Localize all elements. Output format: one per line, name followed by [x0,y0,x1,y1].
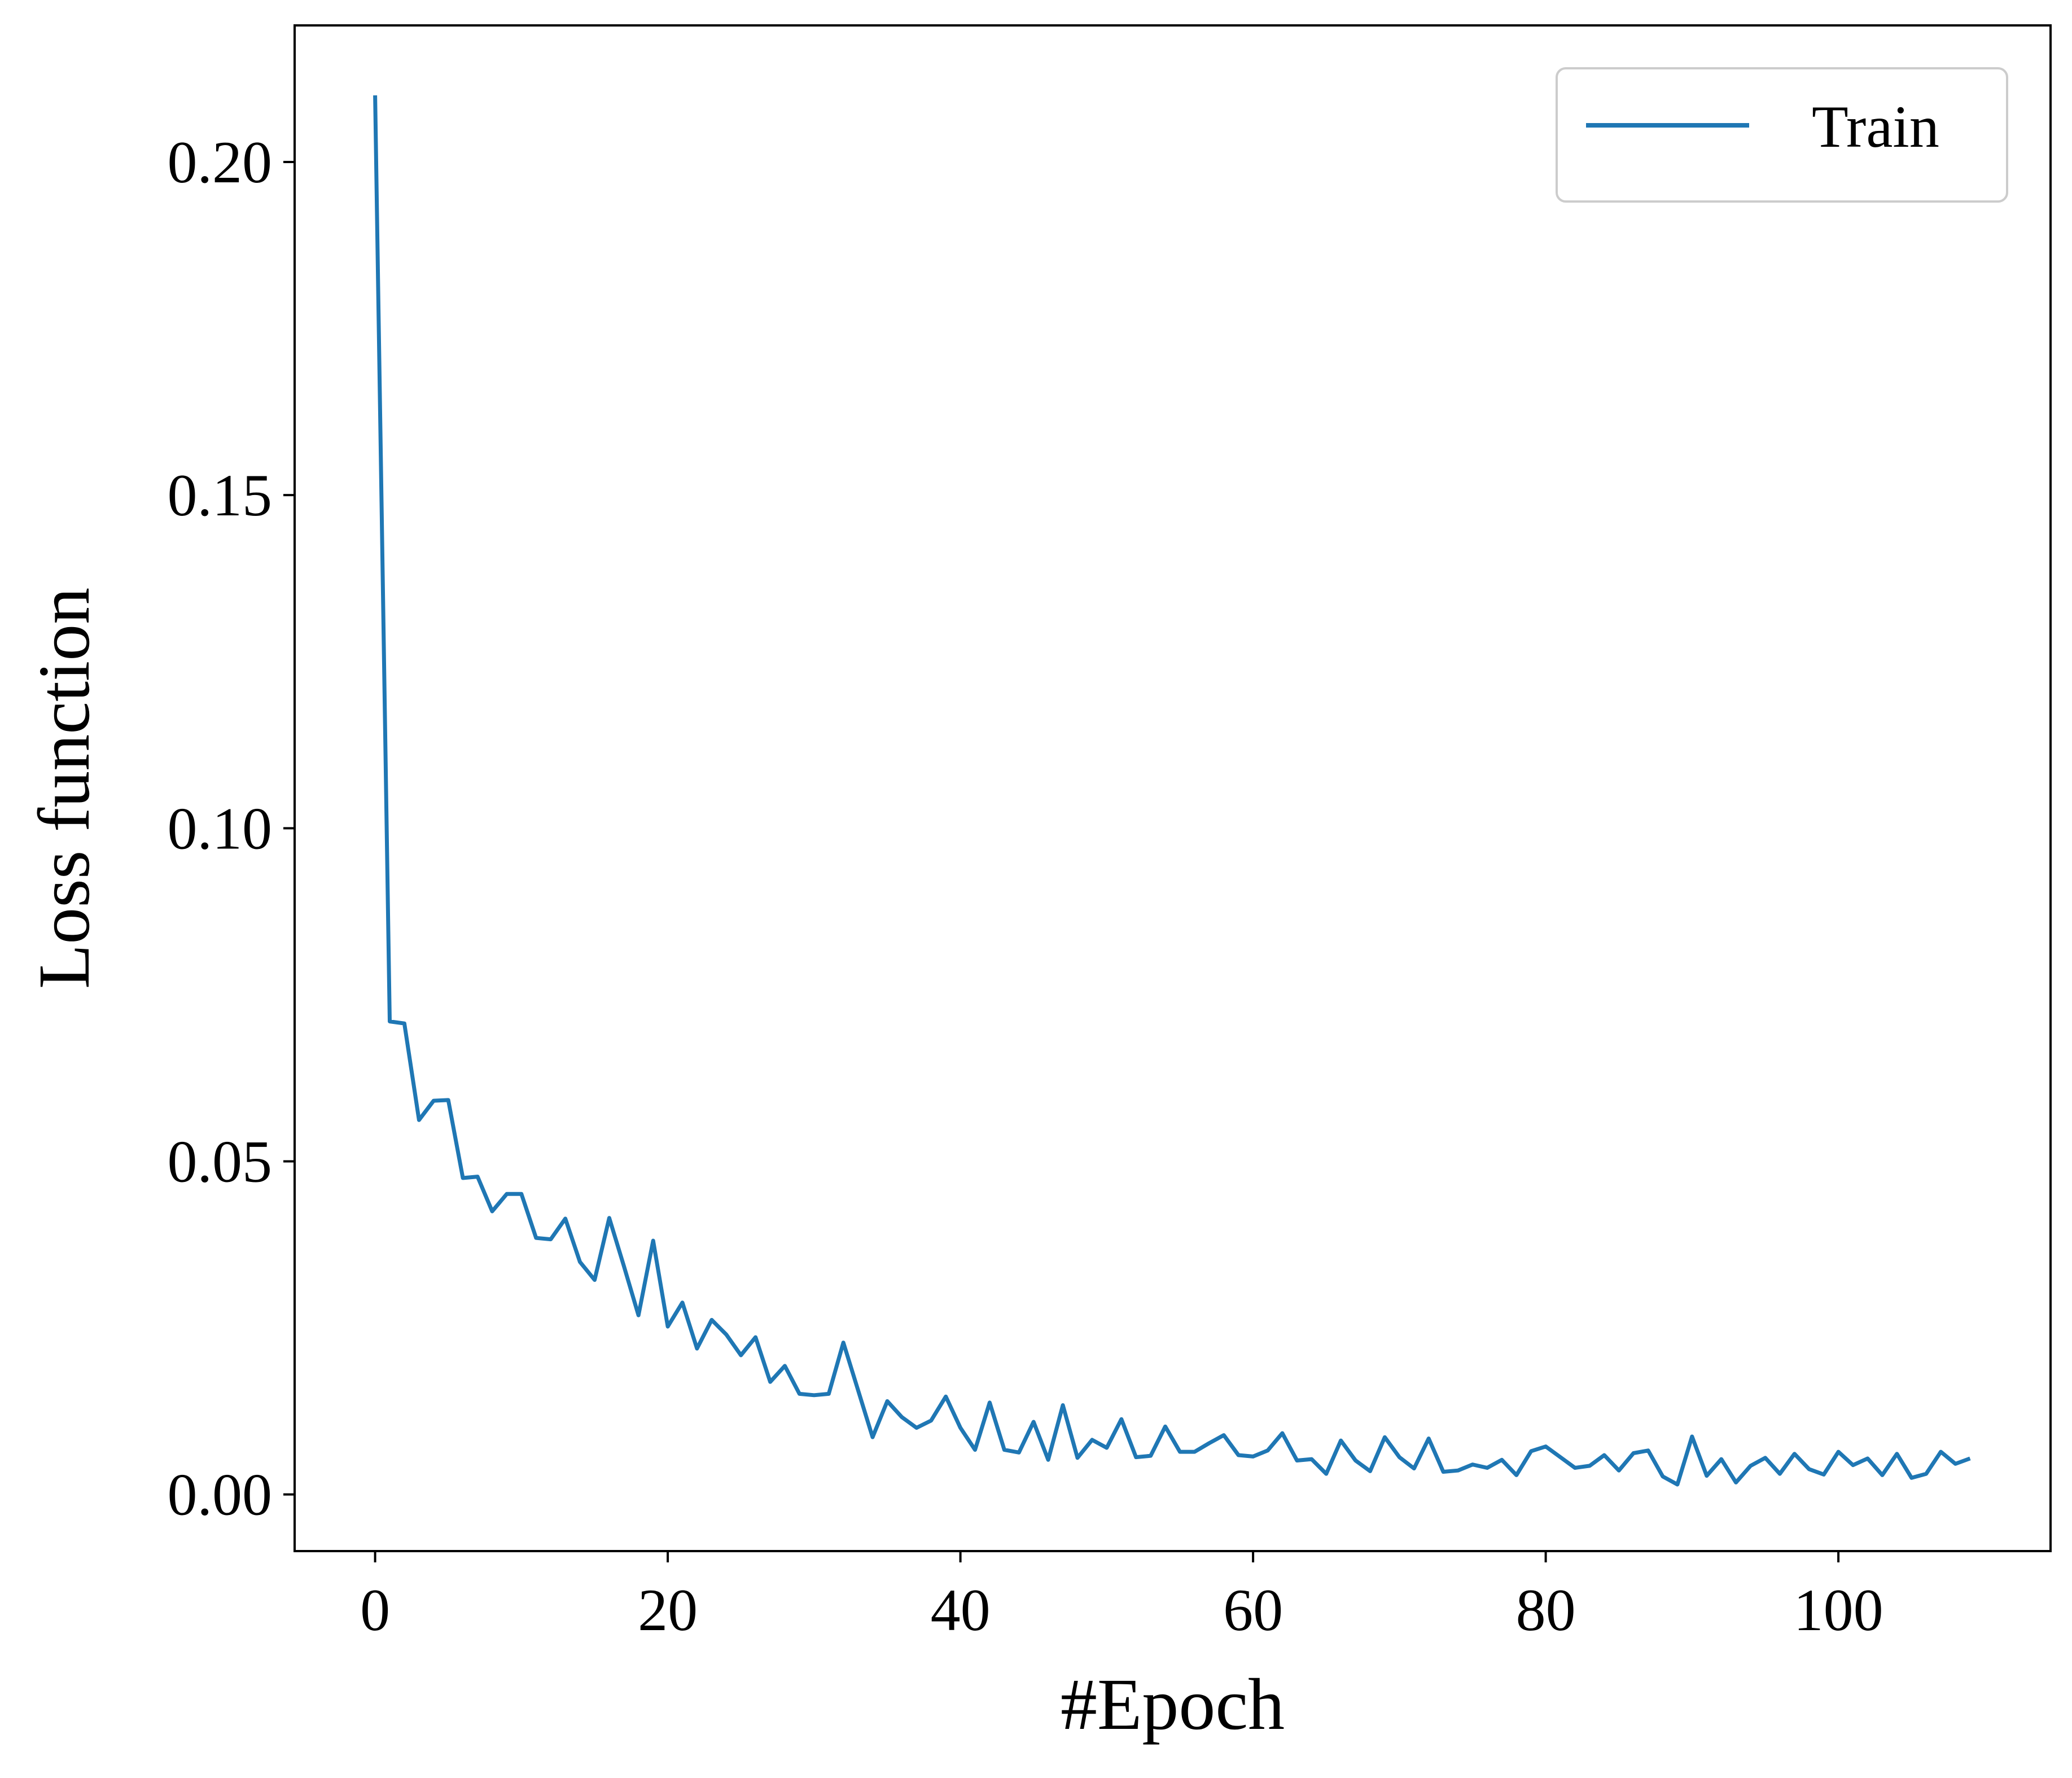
axes-frame [294,24,2052,1552]
x-tick-label: 80 [1516,1577,1576,1643]
x-tick-label: 0 [360,1577,390,1643]
x-axis: 0 20 40 60 80 100 [360,1551,1883,1643]
x-tick-label: 60 [1223,1577,1283,1643]
y-tick-label: 0.20 [168,129,273,195]
legend-label-train: Train [1812,94,1939,160]
x-tick-label: 20 [638,1577,698,1643]
series-line-train [373,95,1971,1487]
plot-area [373,95,1971,1487]
y-tick-label: 0.15 [168,462,273,528]
y-axis-label: Loss function [24,588,105,989]
legend-box [1556,67,2008,203]
y-axis: 0.00 0.05 0.10 0.15 0.20 [168,129,295,1528]
y-tick-label: 0.10 [168,795,273,861]
x-tick-label: 40 [931,1577,991,1643]
y-tick-label: 0.05 [168,1128,273,1194]
x-axis-label: #Epoch [1061,1664,1285,1745]
x-tick-label: 100 [1794,1577,1883,1643]
legend: Train [1556,67,2008,203]
y-tick-label: 0.00 [168,1462,273,1528]
